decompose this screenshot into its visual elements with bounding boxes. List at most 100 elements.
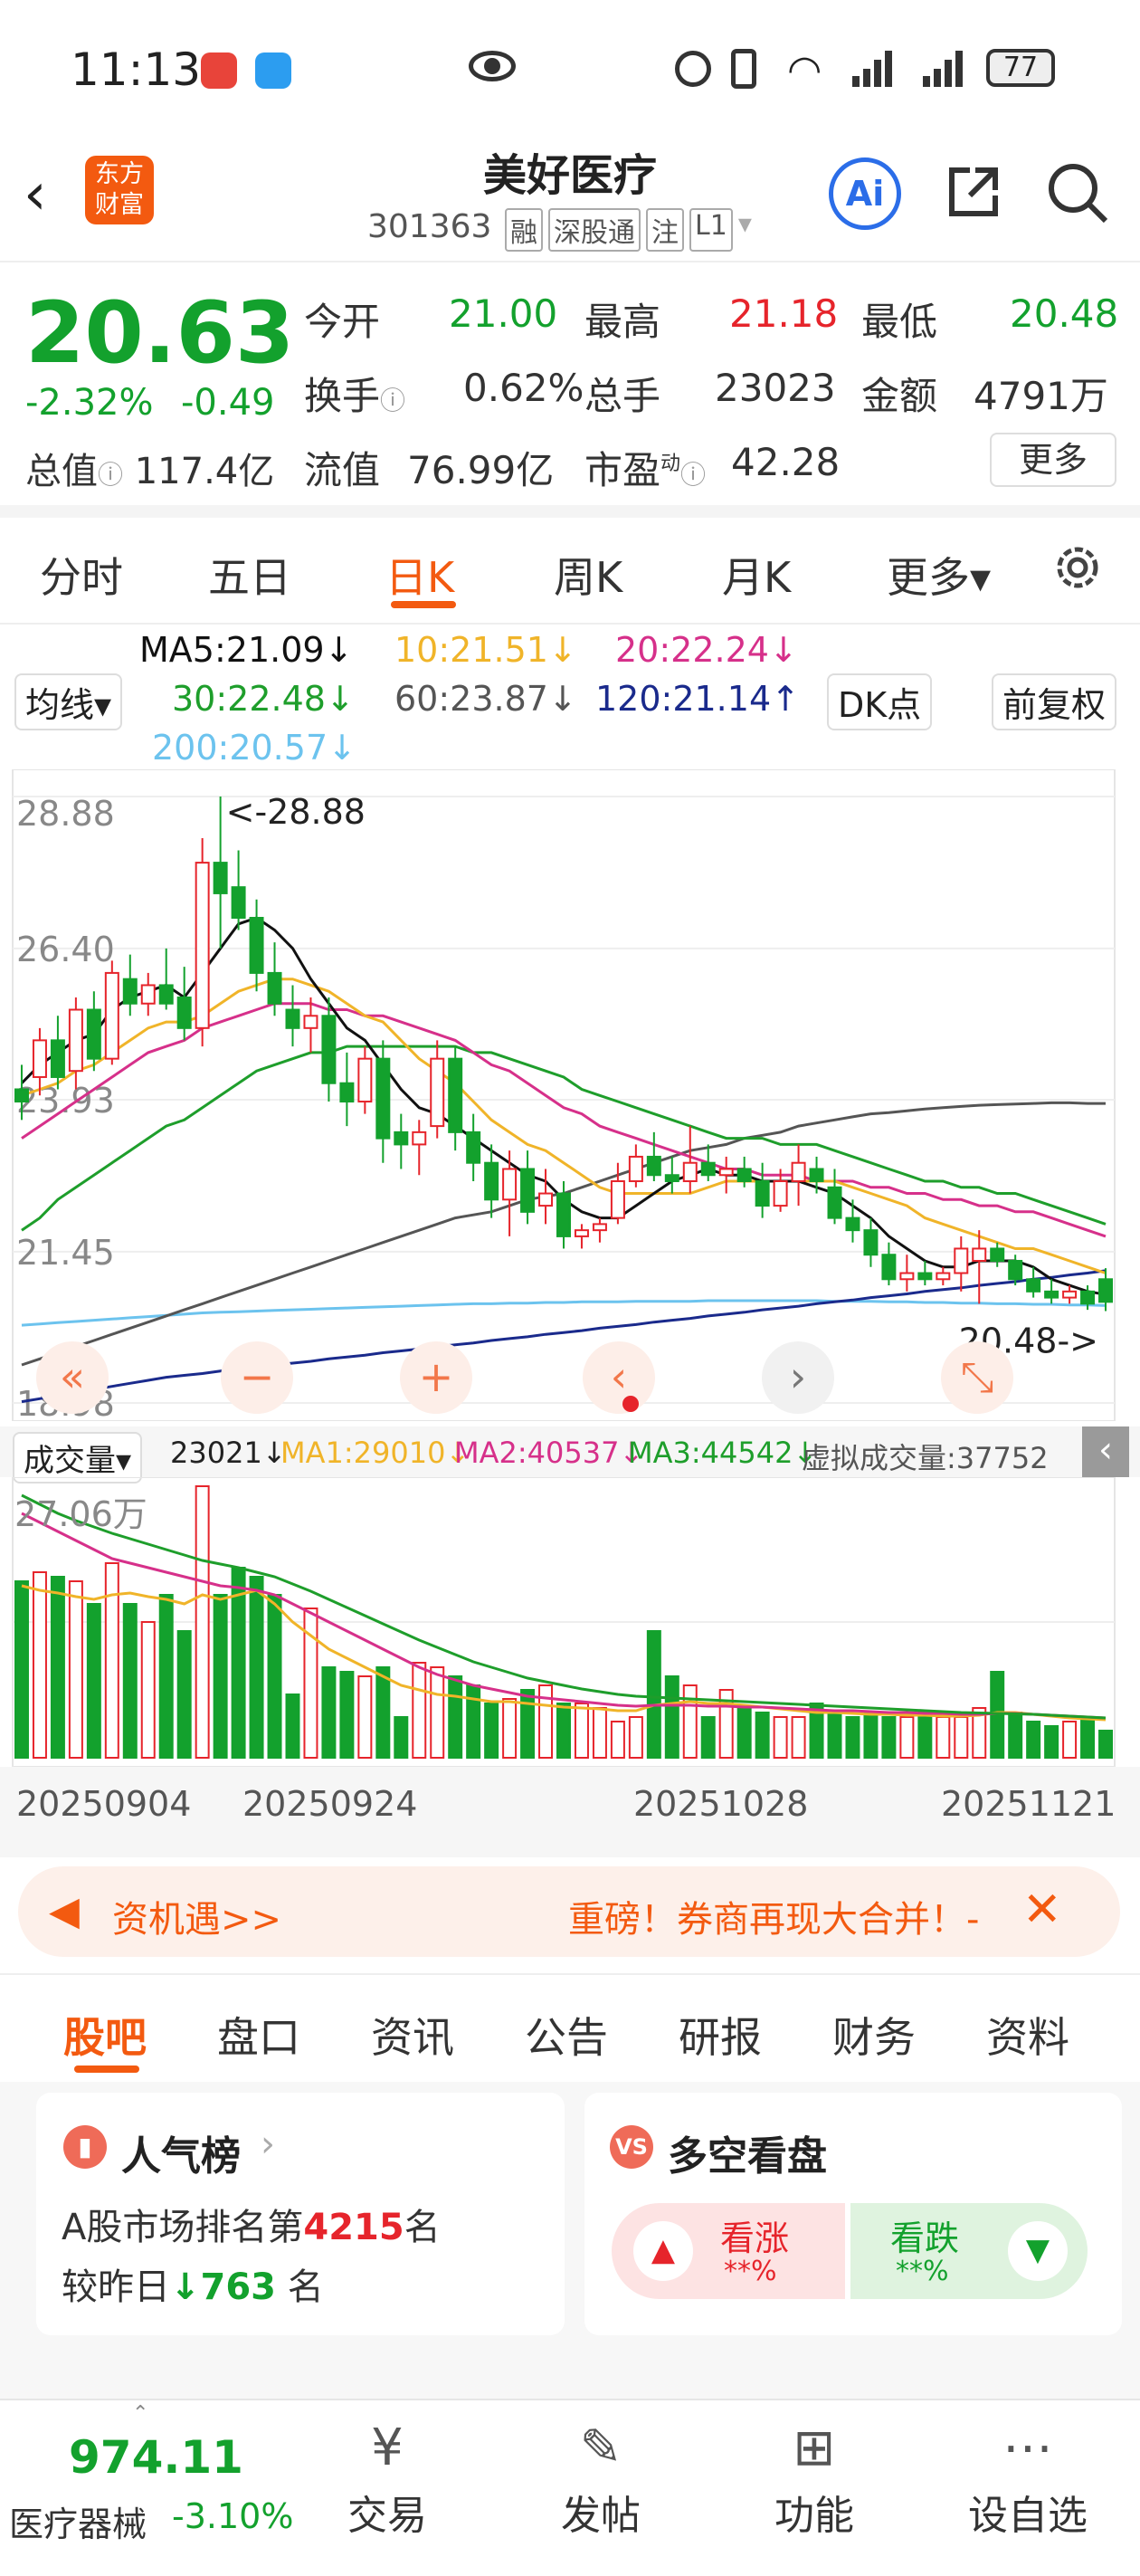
float-label: 流值 — [304, 448, 381, 492]
settings-icon[interactable] — [1050, 539, 1106, 596]
candle — [122, 978, 138, 1005]
search-icon[interactable] — [1046, 161, 1109, 224]
bearish-button[interactable]: 看跌 **% ▼ — [850, 2203, 1088, 2299]
collapse-icon[interactable]: ‹ — [1082, 1426, 1129, 1477]
status-bar: 11:13 ◠ 77 — [0, 0, 1140, 136]
candle — [809, 1168, 824, 1183]
vol-ma1-label: MA1:29010↓ — [280, 1436, 470, 1470]
volume-bar — [773, 1716, 788, 1759]
x-tick-label: 20250924 — [242, 1784, 417, 1824]
volume-bar — [899, 1716, 915, 1759]
tab-pankou[interactable]: 盘口 — [217, 2013, 300, 2062]
close-icon[interactable]: ✕ — [1022, 1883, 1062, 1937]
candle — [520, 1168, 536, 1213]
candle — [14, 1088, 29, 1103]
share-icon[interactable] — [945, 163, 1002, 221]
more-button[interactable]: 更多 — [990, 433, 1116, 487]
candle — [556, 1192, 571, 1237]
scroll-right-icon[interactable]: › — [762, 1341, 834, 1414]
candle — [682, 1161, 698, 1183]
candle — [86, 1008, 101, 1060]
tab-more[interactable]: 更多▾ — [887, 553, 992, 602]
candle — [863, 1229, 879, 1256]
ai-icon[interactable]: Ai — [829, 157, 901, 230]
candle — [990, 1247, 1005, 1262]
nav-functions[interactable]: ⊞ 功能 — [733, 2419, 896, 2541]
tab-timeshare[interactable]: 分时 — [40, 553, 123, 602]
tab-profile[interactable]: 资料 — [986, 2013, 1069, 2062]
banner-left-text: 资机遇>> — [112, 1899, 282, 1941]
scroll-left-far-icon[interactable]: « — [36, 1341, 109, 1414]
tab-research[interactable]: 研报 — [679, 2013, 762, 2062]
candle — [231, 886, 246, 920]
content-tabs — [0, 1973, 1140, 2082]
volume-bar — [954, 1716, 969, 1759]
candle — [448, 1057, 463, 1133]
tab-announcements[interactable]: 公告 — [525, 2013, 608, 2062]
long-short-title: 多空看盘 — [668, 2133, 827, 2180]
candle — [267, 971, 282, 1005]
candle — [466, 1131, 481, 1164]
candle — [592, 1223, 607, 1232]
index-quote[interactable]: ⌃ 974.11 医疗器械 -3.10% — [9, 2402, 294, 2544]
volume-bar — [158, 1594, 174, 1759]
volume-chart[interactable]: 27.06万 20250904 20250924 20251028 20251121 — [0, 1477, 1140, 1857]
tab-day-k[interactable]: 日K — [385, 553, 455, 602]
candle — [176, 996, 192, 1029]
candle — [881, 1254, 897, 1281]
candle — [412, 1131, 427, 1146]
candle — [755, 1180, 770, 1207]
volume-selector[interactable]: 成交量▾ — [13, 1432, 143, 1484]
ma30-line — [21, 1045, 1107, 1232]
volume-bar — [520, 1689, 536, 1759]
zoom-out-icon[interactable]: − — [221, 1341, 293, 1414]
volume-bar — [195, 1485, 210, 1759]
eastmoney-logo[interactable]: 东方 财富 — [85, 156, 154, 224]
popularity-card[interactable]: ▮ 人气榜 › A股市场排名第4215名 较昨日↓763 名 — [36, 2093, 565, 2335]
fullscreen-icon[interactable]: ⤡ — [941, 1341, 1013, 1414]
candle — [285, 1008, 300, 1029]
volume-bar — [104, 1562, 119, 1759]
volume-bar — [1008, 1712, 1023, 1759]
dk-point-button[interactable]: DK点 — [827, 673, 933, 730]
x-tick-label: 20251028 — [633, 1784, 808, 1824]
bullish-button[interactable]: ▲ 看涨 **% — [612, 2203, 845, 2299]
tab-five-day[interactable]: 五日 — [208, 553, 291, 602]
y-tick-label: 26.40 — [16, 930, 115, 969]
adjust-button[interactable]: 前复权 — [992, 673, 1117, 730]
nav-post[interactable]: ✎ 发帖 — [519, 2419, 682, 2541]
candle — [213, 862, 228, 894]
tab-news[interactable]: 资讯 — [371, 2013, 454, 2062]
nav-watchlist[interactable]: ⋯ 设自选 — [946, 2419, 1109, 2541]
candle — [375, 1057, 391, 1140]
tab-week-k[interactable]: 周K — [554, 553, 623, 602]
volume-bar — [827, 1712, 842, 1759]
last-price: 20.63 — [25, 284, 295, 383]
volume-bar — [285, 1693, 300, 1759]
back-icon[interactable]: ‹ — [24, 161, 47, 228]
candle — [1080, 1290, 1096, 1305]
ma-selector[interactable]: 均线▾ — [14, 673, 123, 730]
active-subtab-indicator — [74, 2066, 139, 2073]
volume-ma1-line — [21, 1584, 1107, 1722]
tab-month-k[interactable]: 月K — [722, 553, 792, 602]
ma200-label: 200:20.57↓ — [152, 728, 356, 768]
stock-code: 301363 — [367, 208, 492, 245]
scroll-left-icon[interactable]: ‹ — [583, 1341, 655, 1414]
long-short-card[interactable]: VS 多空看盘 ▲ 看涨 **% 看跌 **% ▼ — [584, 2093, 1122, 2335]
tab-guba[interactable]: 股吧 — [63, 2013, 147, 2062]
stock-header: ‹ 东方 财富 美好医疗 301363 融 深股通 注 L1 ▾ Ai — [0, 136, 1140, 262]
candle — [1044, 1290, 1059, 1299]
y-tick-label: 21.45 — [16, 1233, 115, 1273]
x-tick-label: 20251121 — [941, 1784, 1116, 1824]
news-banner[interactable]: ◀ 资机遇>> 重磅！券商再现大合并！- ✕ — [18, 1866, 1120, 1957]
candle — [502, 1168, 518, 1201]
candle — [538, 1192, 554, 1207]
volume-bar — [394, 1716, 409, 1759]
volume-label: 总手 — [584, 374, 661, 418]
tab-financials[interactable]: 财务 — [832, 2013, 916, 2062]
volume-bar — [664, 1675, 679, 1759]
zoom-in-icon[interactable]: + — [400, 1341, 472, 1414]
nav-trade[interactable]: ¥ 交易 — [306, 2419, 469, 2541]
